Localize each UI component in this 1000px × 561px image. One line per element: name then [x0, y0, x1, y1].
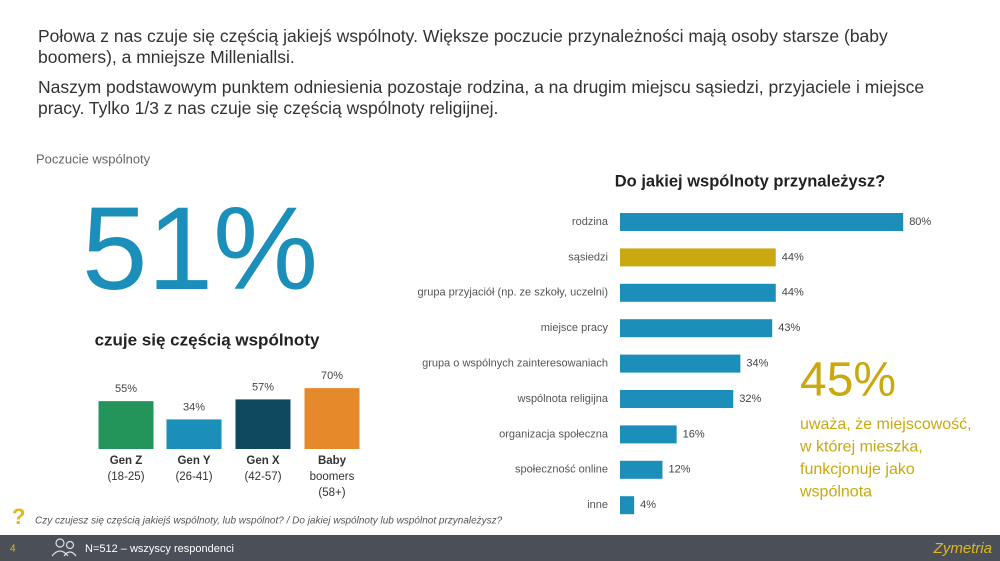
stat-caption: w której mieszka, [799, 439, 923, 456]
bar [620, 319, 773, 338]
bar [620, 283, 776, 302]
category-label: (26-41) [175, 471, 212, 483]
bar [98, 401, 154, 449]
category-label: grupa o wspólnych zainteresowaniach [422, 358, 608, 370]
bar [620, 248, 776, 267]
bar [304, 388, 360, 449]
bar [620, 460, 663, 479]
category-label: sąsiedzi [568, 251, 608, 263]
people-icon [51, 538, 77, 557]
value-label: 55% [115, 383, 137, 395]
paragraph: Połowa z nas czuje się częścią jakiejś w… [38, 26, 888, 67]
bar [620, 425, 677, 444]
category-label: boomers [310, 471, 355, 483]
stat-caption: czuje się częścią wspólnoty [95, 330, 320, 349]
bar [235, 399, 291, 449]
category-label: grupa przyjaciół (np. ze szkoły, uczelni… [417, 287, 608, 299]
bar [620, 354, 741, 373]
category-label: Gen Z [110, 455, 143, 467]
category-label: Gen Y [177, 455, 210, 467]
value-label: 44% [782, 287, 804, 299]
header: Połowa z nas czuje się częścią jakiejś w… [38, 26, 968, 128]
category-label: społeczność online [515, 464, 608, 476]
value-label: 12% [668, 464, 690, 476]
paragraph: Naszym podstawowym punktem odniesienia p… [38, 77, 925, 118]
value-label: 32% [739, 393, 761, 405]
question: Czy czujesz się częścią jakiejś wspólnot… [35, 516, 503, 527]
bar [620, 213, 904, 231]
value-label: 43% [778, 322, 800, 334]
category-label: organizacja społeczna [499, 428, 609, 440]
category-label: rodzina [572, 216, 609, 228]
value-label: 4% [640, 499, 656, 511]
value-label: 16% [683, 428, 705, 440]
category-label: (58+) [318, 487, 345, 499]
stat-caption: wspólnota [799, 484, 872, 501]
category-label: (42-57) [244, 471, 281, 483]
big-stat: 45% [800, 354, 896, 407]
category-label: Gen X [246, 455, 280, 467]
question-icon: ? [12, 504, 25, 529]
value-label: 34% [183, 401, 205, 413]
category-label: wspólnota religijna [517, 393, 609, 405]
logo: Zymetria [933, 540, 992, 557]
bar [166, 419, 222, 449]
category-label: (18-25) [107, 471, 144, 483]
stat-caption: uważa, że miejscowość, [800, 416, 972, 433]
page-number: 4 [10, 544, 16, 555]
bar [620, 390, 734, 408]
value-label: 34% [746, 358, 768, 370]
stat-caption: funkcjonuje jako [800, 461, 915, 478]
value-label: 70% [321, 370, 343, 382]
category-label: inne [587, 499, 608, 511]
value-label: 80% [909, 216, 931, 228]
bar [620, 496, 635, 515]
category-label: miejsce pracy [541, 322, 609, 334]
value-label: 44% [782, 251, 804, 263]
big-stat: 51% [82, 183, 318, 315]
section-label: Poczucie wspólnoty [36, 151, 151, 166]
value-label: 57% [252, 381, 274, 393]
sample-note: N=512 – wszyscy respondenci [85, 543, 234, 555]
footer-bar [0, 535, 1000, 561]
chart-title: Do jakiej wspólnoty przynależysz? [615, 172, 886, 190]
category-label: Baby [318, 455, 347, 467]
